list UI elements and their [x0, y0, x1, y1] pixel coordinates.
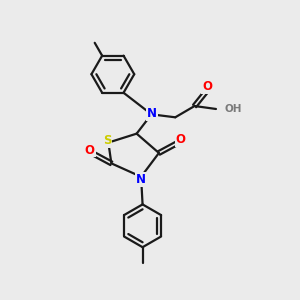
Text: O: O	[85, 143, 95, 157]
Text: OH: OH	[224, 104, 242, 114]
Text: N: N	[136, 173, 146, 186]
Text: O: O	[202, 80, 212, 93]
Text: O: O	[176, 133, 186, 146]
Text: S: S	[103, 134, 111, 147]
Text: N: N	[147, 107, 157, 120]
